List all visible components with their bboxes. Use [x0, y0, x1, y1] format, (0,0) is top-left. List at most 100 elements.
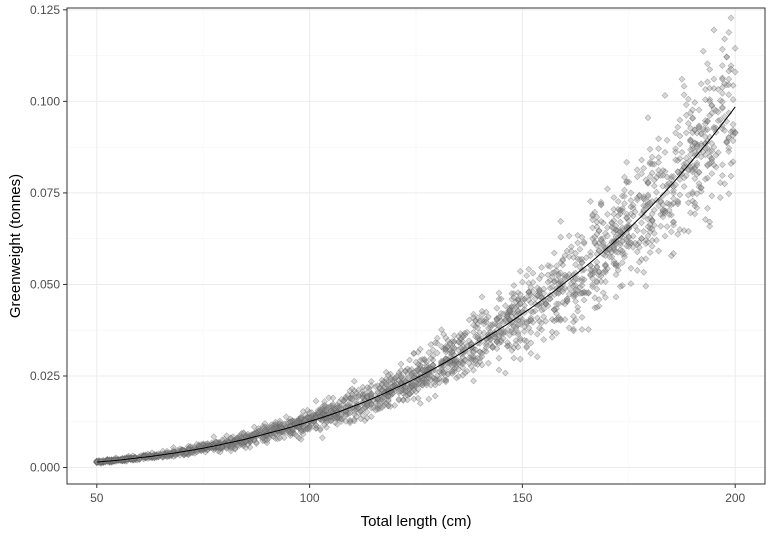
data-point	[461, 356, 469, 364]
data-point	[197, 441, 205, 448]
data-point	[616, 283, 624, 290]
data-point	[286, 429, 294, 437]
data-point	[644, 114, 652, 122]
data-point	[691, 151, 699, 159]
data-point	[570, 278, 577, 285]
data-point	[693, 161, 701, 169]
data-point	[438, 367, 445, 375]
data-point	[540, 285, 548, 293]
data-point	[518, 278, 526, 286]
data-point	[670, 183, 677, 191]
data-point	[442, 348, 450, 356]
data-point	[387, 392, 394, 400]
data-point	[408, 372, 416, 380]
data-point	[450, 344, 458, 352]
data-point	[644, 215, 652, 223]
data-point	[306, 422, 314, 430]
data-point	[538, 263, 546, 271]
data-point	[378, 386, 386, 394]
data-point	[553, 262, 560, 270]
data-point	[421, 356, 428, 364]
data-point	[497, 329, 505, 337]
data-point	[661, 92, 669, 99]
data-point	[508, 295, 516, 303]
data-point	[274, 423, 282, 431]
data-point	[335, 404, 343, 412]
data-point	[276, 419, 284, 427]
data-point	[408, 369, 416, 377]
data-point	[463, 367, 471, 375]
data-point	[286, 418, 294, 426]
data-point	[627, 239, 635, 247]
data-point	[484, 334, 492, 342]
data-point	[661, 207, 669, 215]
data-point	[514, 296, 522, 304]
data-point	[682, 172, 690, 180]
data-point	[570, 327, 577, 335]
data-point	[570, 288, 577, 296]
y-tick-label: 0.050	[30, 277, 60, 291]
data-point	[382, 384, 390, 392]
data-point	[621, 250, 628, 258]
data-point	[497, 309, 505, 317]
data-point	[540, 305, 548, 313]
data-point	[646, 145, 654, 153]
data-point	[376, 385, 384, 393]
data-point	[704, 162, 711, 170]
data-point	[578, 277, 586, 285]
data-point	[474, 314, 482, 322]
data-point	[316, 406, 324, 413]
data-point	[331, 419, 339, 427]
data-point	[718, 104, 726, 112]
data-point	[240, 440, 248, 448]
data-point	[674, 197, 682, 205]
data-point	[495, 333, 503, 341]
data-point	[642, 240, 650, 248]
data-point	[472, 317, 480, 325]
x-tick-label: 200	[725, 491, 745, 505]
data-point	[567, 279, 575, 287]
data-point	[514, 329, 522, 336]
data-point	[601, 266, 609, 274]
data-point	[727, 62, 735, 70]
data-point	[589, 270, 597, 278]
data-point	[495, 295, 503, 303]
data-point	[595, 302, 603, 310]
data-point	[289, 429, 297, 437]
data-point	[646, 224, 654, 232]
data-point	[401, 378, 409, 386]
data-point	[280, 428, 288, 436]
data-point	[497, 317, 505, 325]
data-point	[689, 142, 697, 150]
data-point	[672, 145, 680, 153]
data-point	[493, 338, 501, 345]
data-point	[667, 228, 675, 236]
data-point	[240, 439, 248, 447]
data-point	[429, 361, 437, 369]
data-point	[344, 408, 352, 416]
data-point	[716, 179, 724, 187]
data-point	[235, 442, 243, 449]
data-point	[601, 293, 609, 301]
data-point	[563, 298, 571, 305]
data-point	[312, 421, 320, 429]
data-point	[633, 166, 641, 174]
data-point	[357, 407, 365, 415]
data-point	[216, 448, 224, 456]
data-point	[555, 300, 563, 308]
data-point	[242, 444, 250, 452]
data-point	[553, 316, 560, 324]
data-point	[695, 180, 703, 187]
data-point	[670, 172, 677, 180]
data-point	[431, 392, 439, 400]
data-point	[421, 379, 428, 387]
data-point	[525, 289, 533, 297]
data-point	[414, 385, 422, 393]
data-point	[621, 173, 628, 181]
data-point	[482, 335, 490, 343]
data-point	[429, 361, 437, 369]
data-point	[470, 310, 477, 318]
data-point	[412, 382, 420, 390]
data-point	[380, 393, 388, 401]
data-point	[101, 457, 109, 465]
